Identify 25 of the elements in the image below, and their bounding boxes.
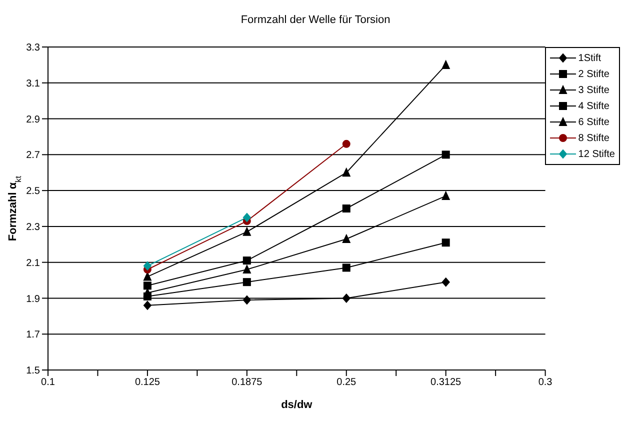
y-tick-label: 2.7 — [26, 150, 40, 162]
y-tick-label: 3.1 — [26, 78, 40, 90]
legend-label: 12 Stifte — [578, 148, 615, 160]
x-tick-label: 0.3125 — [430, 377, 462, 388]
x-tick-label: 0.25 — [336, 377, 357, 388]
legend-label: 1Stift — [578, 52, 602, 64]
y-tick-label: 2.3 — [26, 222, 40, 233]
y-tick-label: 1.7 — [26, 330, 40, 341]
legend-label: 6 Stifte — [578, 116, 610, 128]
x-tick-label: 0.1875 — [232, 377, 263, 388]
legend-label: 8 Stifte — [578, 132, 610, 144]
chart-title: Formzahl der Welle für Torsion — [240, 14, 392, 26]
x-tick-label: 0.125 — [134, 377, 160, 388]
legend-label: 2 Stifte — [578, 68, 610, 80]
y-tick-label: 1.9 — [26, 294, 40, 305]
y-tick-label: 1.5 — [26, 366, 40, 377]
x-tick-label: 0.1 — [41, 377, 56, 388]
legend-label: 4 Stifte — [578, 100, 610, 112]
x-tick-label: 0.3 — [538, 377, 553, 388]
x-axis-title: ds/dw — [281, 399, 313, 411]
y-tick-label: 2.1 — [26, 258, 40, 269]
y-tick-label: 2.9 — [26, 114, 40, 126]
legend-label: 3 Stifte — [578, 84, 610, 96]
y-tick-label: 2.5 — [26, 186, 40, 198]
y-tick-label: 3.3 — [26, 42, 40, 54]
